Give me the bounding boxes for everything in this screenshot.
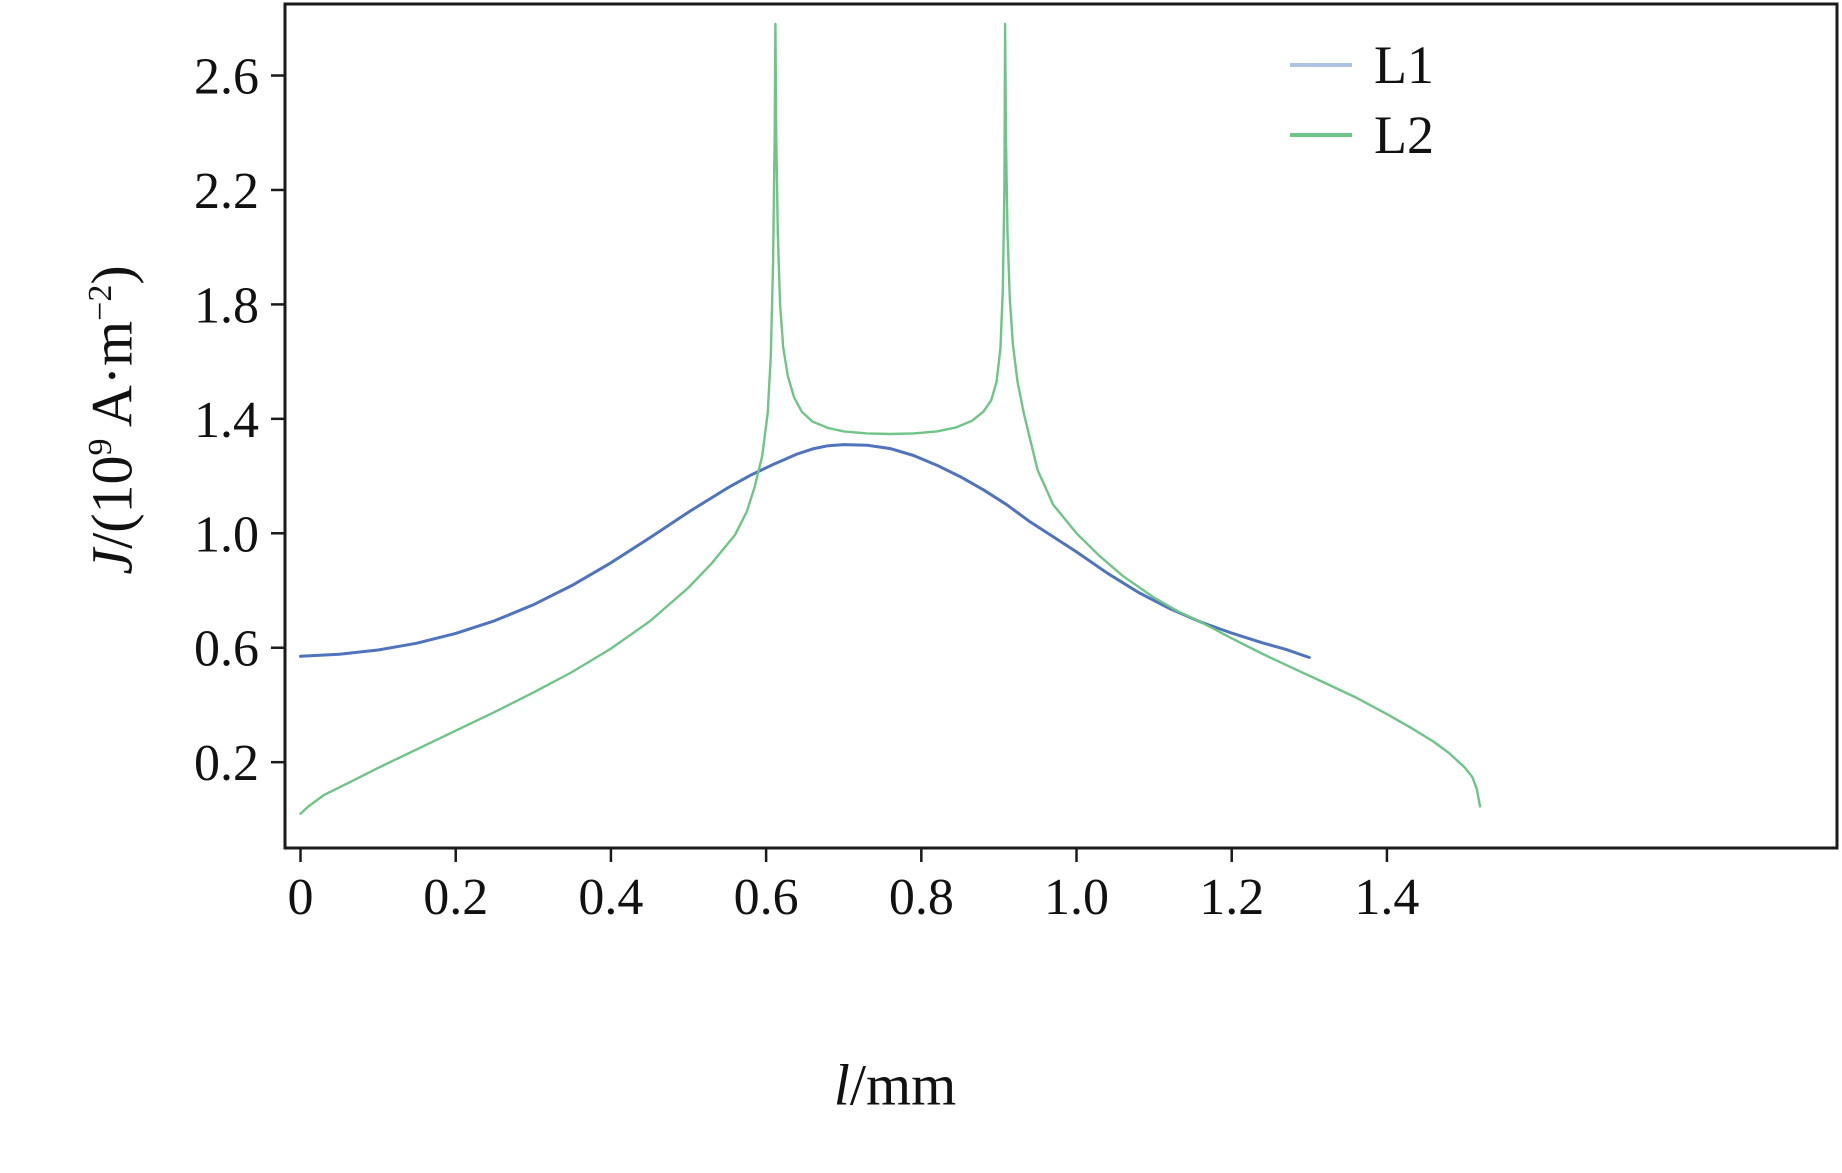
x-axis-variable: l <box>833 1052 850 1118</box>
y-axis-exponent: 9 <box>82 438 120 456</box>
x-tick-label: 0 <box>288 869 314 926</box>
series-line-l1 <box>299 443 1311 659</box>
x-tick-label: 1.4 <box>1354 869 1419 926</box>
legend-label-l1: L1 <box>1374 35 1434 95</box>
y-axis-unit-exponent: −2 <box>82 284 120 321</box>
y-axis-unit-close: ) <box>79 265 145 285</box>
legend-line-l1-icon <box>1290 63 1352 67</box>
y-tick-label: 1.0 <box>194 506 259 563</box>
y-tick-label: 0.2 <box>194 735 259 792</box>
legend-item-l2: L2 <box>1290 100 1434 170</box>
x-tick-label: 0.2 <box>423 869 488 926</box>
series-line-l2 <box>299 22 1482 815</box>
x-tick-label: 1.0 <box>1044 869 1109 926</box>
y-tick-label: 2.2 <box>194 163 259 220</box>
y-tick-label: 1.8 <box>194 277 259 334</box>
y-axis-label: J/(109 A·m−2) <box>79 265 146 574</box>
legend-line-l2-icon <box>1290 133 1352 137</box>
x-axis-label: l/mm <box>834 1052 956 1119</box>
x-tick-label: 0.4 <box>578 869 643 926</box>
y-tick-label: 2.6 <box>194 49 259 106</box>
legend: L1 L2 <box>1290 30 1434 170</box>
x-tick-label: 1.2 <box>1199 869 1264 926</box>
x-axis-unit: /mm <box>849 1052 957 1118</box>
y-axis-variable: J <box>79 548 145 575</box>
legend-item-l1: L1 <box>1290 30 1434 100</box>
y-axis-unit: A·m <box>79 320 145 439</box>
y-tick-label: 1.4 <box>194 392 259 449</box>
y-axis-unit-prefix: /(10 <box>79 455 145 549</box>
y-tick-label: 0.6 <box>194 621 259 678</box>
legend-label-l2: L2 <box>1374 105 1434 165</box>
x-tick-label: 0.6 <box>734 869 799 926</box>
x-tick-label: 0.8 <box>889 869 954 926</box>
plot-border <box>283 2 1839 850</box>
